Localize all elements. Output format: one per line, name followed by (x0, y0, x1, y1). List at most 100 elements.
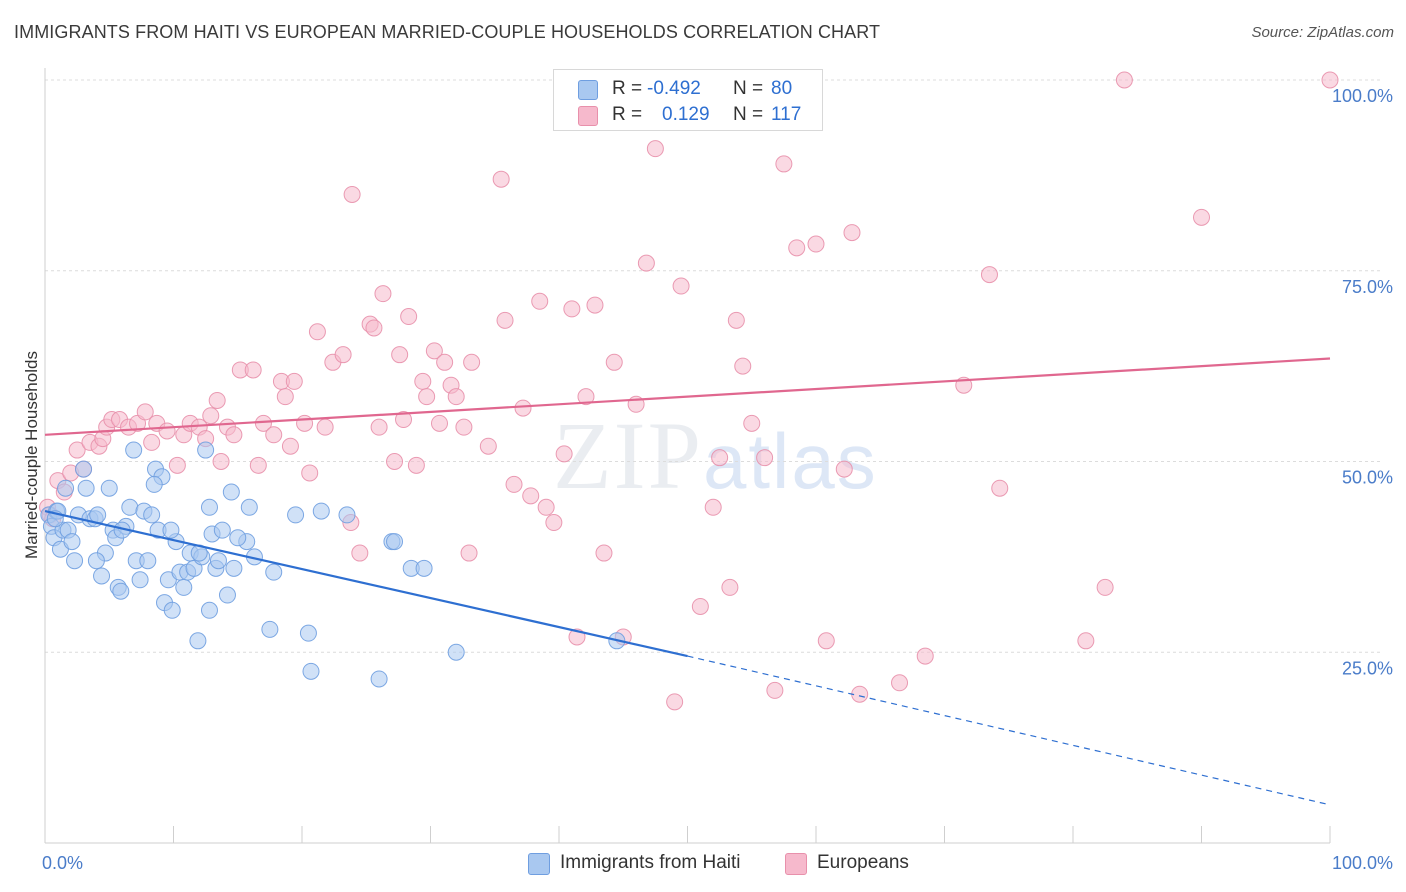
europeans-point (281, 437, 299, 455)
legend-n-label: N = (733, 104, 764, 125)
haiti-point (447, 643, 465, 661)
haiti-point (386, 533, 404, 551)
europeans-point (460, 544, 478, 562)
europeans-point (285, 372, 303, 390)
europeans-point (436, 353, 454, 371)
europeans-point (276, 388, 294, 406)
haiti-point (225, 559, 243, 577)
europeans-point (605, 353, 623, 371)
europeans-point (496, 311, 514, 329)
haiti-point (222, 483, 240, 501)
europeans-point (1077, 632, 1095, 650)
europeans-point (407, 456, 425, 474)
europeans-point (370, 418, 388, 436)
europeans-point (835, 460, 853, 478)
haiti-point (143, 506, 161, 524)
europeans-point (143, 433, 161, 451)
europeans-point (265, 426, 283, 444)
legend-r-label: R = (612, 104, 643, 125)
legend-label-haiti: Immigrants from Haiti (560, 852, 741, 873)
europeans-point (807, 235, 825, 253)
haiti-point (312, 502, 330, 520)
europeans-point (225, 426, 243, 444)
europeans-point (334, 346, 352, 364)
europeans-point (1321, 71, 1339, 89)
europeans-point (788, 239, 806, 257)
europeans-point (308, 323, 326, 341)
legend-r-value: -0.492 (647, 78, 701, 99)
europeans-point (301, 464, 319, 482)
legend-n-label: N = (733, 78, 764, 99)
haiti-point (299, 624, 317, 642)
europeans-point (1096, 578, 1114, 596)
europeans-point (514, 399, 532, 417)
europeans-point (505, 475, 523, 493)
europeans-point (391, 346, 409, 364)
haiti-point (213, 521, 231, 539)
legend-label-europeans: Europeans (817, 852, 909, 873)
haiti-point (93, 567, 111, 585)
legend-swatch-europeans (578, 106, 598, 126)
haiti-point (338, 506, 356, 524)
europeans-point (756, 449, 774, 467)
legend-swatch-haiti (578, 80, 598, 100)
haiti-point (125, 441, 143, 459)
haiti-point (197, 441, 215, 459)
europeans-point (374, 285, 392, 303)
haiti-point (189, 632, 207, 650)
haiti-point (131, 571, 149, 589)
europeans-point (296, 414, 314, 432)
europeans-point (891, 674, 909, 692)
chart-source: Source: ZipAtlas.com (1251, 24, 1394, 41)
series-legend: Immigrants from Haiti Europeans (0, 852, 1406, 878)
europeans-point (775, 155, 793, 173)
europeans-point (522, 487, 540, 505)
legend-row-haiti: R = -0.492 N = 80 (554, 76, 822, 102)
x-tick-label: 100.0% (1332, 853, 1393, 873)
haiti-trend-extension (687, 655, 1331, 806)
europeans-point (537, 498, 555, 516)
europeans-point (68, 441, 86, 459)
europeans-point (351, 544, 369, 562)
europeans-point (545, 514, 563, 532)
europeans-point (577, 388, 595, 406)
watermark: ZIPatlas (553, 400, 878, 511)
europeans-points (39, 71, 1339, 711)
europeans-point (400, 308, 418, 326)
europeans-point (555, 445, 573, 463)
europeans-point (136, 403, 154, 421)
europeans-point (704, 498, 722, 516)
haiti-point (302, 662, 320, 680)
legend-r-label: R = (612, 78, 643, 99)
haiti-point (175, 578, 193, 596)
axes (44, 68, 1331, 844)
europeans-point (212, 453, 230, 470)
europeans-point (586, 296, 604, 314)
haiti-point (209, 552, 227, 570)
europeans-point (727, 311, 745, 329)
x-tick-label: 0.0% (42, 853, 83, 873)
haiti-point (121, 498, 139, 516)
legend-swatch-europeans (785, 853, 807, 875)
haiti-point (163, 601, 181, 619)
europeans-point (395, 411, 413, 429)
europeans-point (916, 647, 934, 665)
haiti-point (87, 552, 105, 570)
europeans-point (980, 266, 998, 284)
legend-r-value: 0.129 (662, 104, 710, 125)
y-tick-label: 25.0% (1342, 658, 1393, 678)
europeans-point (386, 453, 404, 470)
legend-swatch-haiti (528, 853, 550, 875)
europeans-point (1115, 71, 1133, 89)
haiti-point (75, 460, 93, 478)
europeans-point (414, 372, 432, 390)
europeans-point (418, 388, 436, 406)
europeans-point (365, 319, 383, 337)
legend-n-value: 117 (771, 104, 802, 125)
haiti-point (370, 670, 388, 688)
haiti-point (139, 552, 157, 570)
europeans-point (463, 353, 481, 371)
haiti-points (40, 441, 626, 688)
europeans-point (244, 361, 262, 379)
